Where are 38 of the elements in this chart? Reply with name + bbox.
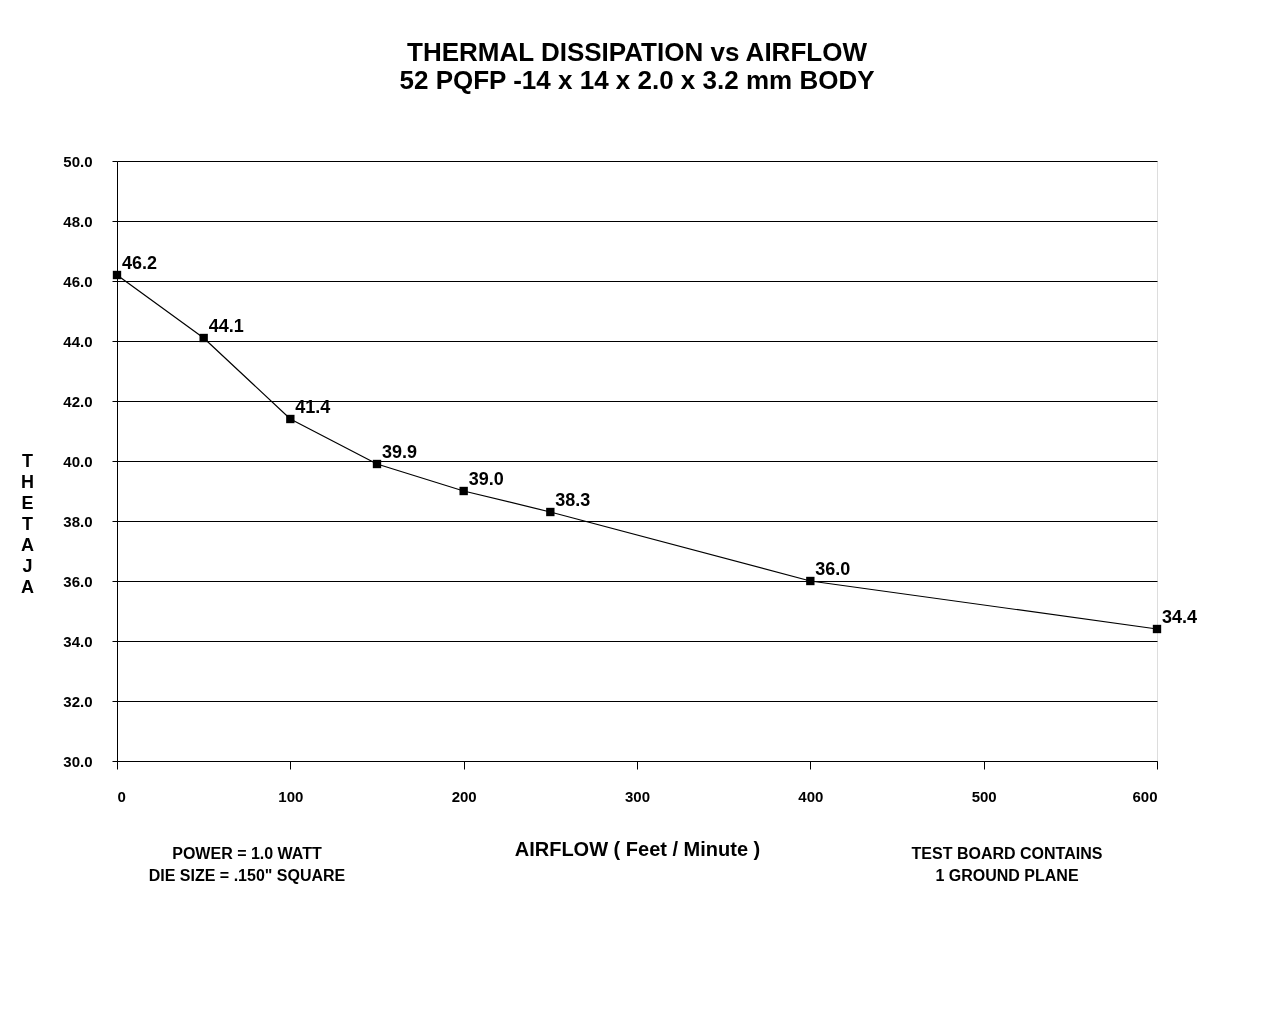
x-axis-title: AIRFLOW ( Feet / Minute ) bbox=[514, 837, 761, 860]
point bbox=[806, 576, 815, 586]
point bbox=[286, 414, 295, 424]
x-tick-label: 600 bbox=[1132, 787, 1158, 805]
data-label: 39.0 bbox=[468, 469, 504, 489]
data-label: 44.1 bbox=[208, 316, 244, 336]
point bbox=[199, 333, 208, 343]
data-label: 36.0 bbox=[815, 559, 851, 579]
y-tick-label: 34.0 bbox=[63, 632, 93, 650]
data-label: 46.2 bbox=[122, 253, 158, 273]
x-tick-label: 0 bbox=[117, 787, 126, 805]
data-label: 34.4 bbox=[1162, 607, 1198, 627]
y-tick-label: 42.0 bbox=[63, 392, 93, 410]
y-tick-label: 40.0 bbox=[63, 452, 93, 470]
y-tick-label: 50.0 bbox=[63, 152, 93, 170]
data-label: 39.9 bbox=[382, 442, 418, 462]
y-axis-title: THETA JA bbox=[21, 450, 34, 597]
data-label: 38.3 bbox=[555, 490, 591, 510]
x-tick-label: 500 bbox=[971, 787, 997, 805]
text: TEST BOARD CONTAINS 1 GROUND PLANE bbox=[911, 845, 1103, 884]
y-tick-label: 30.0 bbox=[63, 752, 93, 770]
point bbox=[372, 459, 382, 469]
y-tick-label: 46.0 bbox=[63, 272, 93, 290]
point bbox=[546, 507, 555, 517]
x-tick-label: 400 bbox=[798, 787, 824, 805]
chart-title: THERMAL DISSIPATION vs AIRFLOW bbox=[407, 37, 868, 67]
chart-subtitle: 52 PQFP -14 x 14 x 2.0 x 3.2 mm BODY bbox=[399, 65, 875, 95]
point bbox=[1152, 624, 1162, 634]
x-tick-label: 300 bbox=[624, 787, 651, 805]
y-tick-label: 38.0 bbox=[63, 512, 93, 530]
y-tick-label: 36.0 bbox=[63, 572, 93, 590]
y-tick-label: 44.0 bbox=[63, 332, 93, 350]
point bbox=[459, 486, 468, 496]
y-tick-label: 32.0 bbox=[63, 692, 93, 710]
x-tick-label: 100 bbox=[278, 787, 304, 805]
y-tick-label: 48.0 bbox=[63, 212, 93, 230]
x-tick-label: 200 bbox=[451, 787, 477, 805]
text: POWER = 1.0 WATT DIE SIZE = .150" SQUARE bbox=[148, 845, 346, 884]
